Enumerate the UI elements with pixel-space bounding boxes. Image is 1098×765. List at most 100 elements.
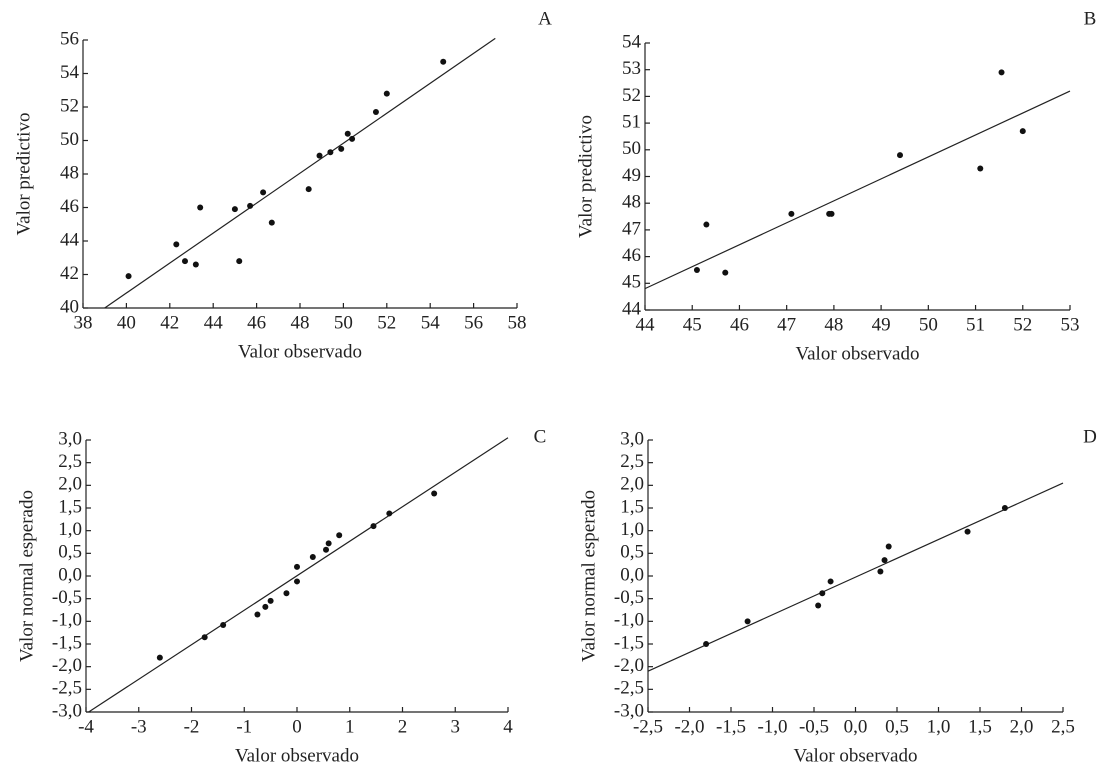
point (877, 568, 884, 575)
point (231, 206, 238, 213)
y-tick-label: -2,0 (52, 655, 82, 676)
point (327, 149, 334, 156)
x-tick-label: 0,0 (844, 716, 868, 737)
y-tick-label: 2,0 (58, 474, 82, 495)
y-tick-label: 0,5 (620, 542, 644, 563)
y-tick-label: -3,0 (52, 700, 82, 721)
x-axis-title: Valor observado (238, 341, 362, 362)
point (260, 189, 267, 196)
point (254, 611, 261, 618)
x-tick-label: -1,0 (757, 716, 787, 737)
x-tick-label: -3 (131, 716, 147, 737)
point (964, 528, 971, 535)
point (881, 557, 888, 564)
y-tick-label: 48 (622, 192, 641, 213)
y-axis-title: Valor predictivo (575, 115, 596, 238)
x-tick-label: 1 (345, 716, 355, 737)
y-tick-label: 46 (60, 196, 79, 217)
x-axis-title: Valor observado (796, 343, 920, 364)
y-tick-label: -0,5 (614, 587, 644, 608)
point (220, 621, 227, 628)
y-tick-label: 3,0 (58, 428, 82, 449)
point (262, 603, 269, 610)
point (247, 202, 254, 209)
point (819, 590, 826, 597)
point (703, 221, 710, 228)
point (693, 266, 700, 273)
panel-letter: D (1083, 426, 1097, 447)
x-axis-title: Valor observado (235, 745, 359, 765)
point (885, 543, 892, 550)
point (173, 241, 180, 248)
y-tick-label: 53 (622, 58, 641, 79)
x-tick-label: -0,5 (799, 716, 829, 737)
y-tick-label: 40 (60, 296, 79, 317)
y-tick-label: 1,0 (620, 519, 644, 540)
point (156, 654, 163, 661)
fit-line (88, 437, 509, 713)
point (440, 58, 447, 65)
y-tick-label: 48 (60, 162, 79, 183)
point (703, 641, 710, 647)
point (305, 186, 312, 193)
point (897, 152, 903, 159)
point (197, 204, 204, 211)
point (181, 258, 188, 265)
y-tick-label: -3,0 (614, 700, 644, 721)
point (998, 69, 1005, 76)
point (827, 578, 834, 585)
x-tick-label: 2,5 (1051, 716, 1075, 737)
point (294, 563, 300, 570)
y-axis-title: Valor normal esperado (578, 490, 599, 662)
y-tick-label: -1,5 (52, 632, 82, 653)
x-tick-label: -1,5 (716, 716, 746, 737)
point (201, 634, 208, 641)
x-tick-label: 1,5 (968, 716, 992, 737)
y-tick-label: 0,0 (58, 564, 82, 585)
x-tick-label: 0,5 (885, 716, 909, 737)
y-tick-label: 45 (622, 272, 641, 293)
y-tick-label: 42 (60, 263, 79, 284)
point (325, 540, 332, 547)
point (815, 602, 822, 609)
x-tick-label: 52 (377, 312, 396, 333)
y-tick-label: -0,5 (52, 587, 82, 608)
x-tick-label: 52 (1013, 314, 1032, 335)
x-tick-label: 54 (421, 312, 441, 333)
x-tick-label: -2,5 (633, 716, 663, 737)
point (125, 273, 132, 280)
y-tick-label: 56 (60, 28, 79, 49)
x-tick-label: 44 (204, 312, 224, 333)
y-tick-label: -2,5 (614, 678, 644, 699)
x-tick-label: -2 (184, 716, 200, 737)
x-tick-label: 49 (872, 314, 891, 335)
y-tick-label: 1,0 (58, 519, 82, 540)
fit-line (104, 37, 496, 309)
y-tick-label: 0,5 (58, 542, 82, 563)
x-tick-label: 53 (1061, 314, 1080, 335)
point (1001, 505, 1008, 511)
x-tick-label: 47 (777, 314, 796, 335)
point (192, 261, 199, 268)
y-tick-label: -1,0 (614, 610, 644, 631)
y-tick-label: 2,5 (58, 451, 82, 472)
point (267, 597, 274, 604)
point (309, 553, 316, 560)
y-tick-label: 44 (60, 229, 80, 250)
point (788, 210, 795, 217)
y-tick-label: 1,5 (58, 496, 82, 517)
x-tick-label: 58 (508, 312, 527, 333)
point (431, 490, 438, 497)
point (349, 135, 356, 142)
point (236, 258, 243, 265)
panel-letter: A (538, 8, 552, 29)
x-tick-label: 2 (398, 716, 408, 737)
y-tick-label: 1,5 (620, 496, 644, 517)
x-tick-label: 40 (117, 312, 136, 333)
x-tick-label: 46 (247, 312, 266, 333)
x-tick-label: -1 (236, 716, 252, 737)
x-tick-label: 42 (160, 312, 179, 333)
y-tick-label: 54 (60, 62, 80, 83)
